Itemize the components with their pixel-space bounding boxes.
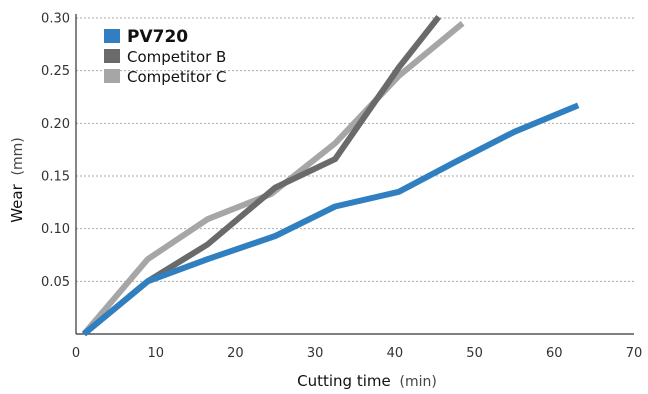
legend-swatch-pv720 [104, 29, 120, 43]
x-axis-label: Cutting time [297, 372, 391, 390]
y-tick-label: 0.05 [41, 275, 70, 290]
x-tick-label: 40 [387, 346, 404, 361]
y-tick-label: 0.25 [41, 64, 70, 79]
series-line-pv720 [82, 102, 580, 337]
legend-label-competitor-b: Competitor B [127, 48, 226, 66]
axes [75, 14, 634, 335]
x-tick-label: 70 [626, 346, 643, 361]
y-axis-unit: (mm) [10, 137, 26, 175]
x-tick-label: 50 [466, 346, 483, 361]
y-tick-label: 0.30 [41, 12, 70, 27]
legend-label-pv720: PV720 [127, 27, 188, 47]
tick-labels: 0.05 0.10 0.15 0.20 0.25 0.30 0 10 20 30 40 50 60 70 [41, 12, 642, 362]
legend-swatch-competitor-b [104, 49, 120, 63]
legend-label-competitor-c: Competitor C [127, 68, 227, 86]
x-tick-label: 0 [72, 346, 80, 361]
x-tick-label: 10 [147, 346, 164, 361]
x-axis-title: Cutting time (min) [297, 372, 437, 390]
legend-swatch-competitor-c [104, 69, 120, 83]
axis-titles: Cutting time (min) Wear (mm) [8, 137, 437, 390]
x-axis-unit: (min) [400, 374, 437, 390]
x-tick-label: 20 [227, 346, 244, 361]
y-axis-label: Wear [8, 183, 26, 222]
series-lines [81, 15, 580, 337]
x-tick-label: 60 [546, 346, 563, 361]
y-tick-label: 0.10 [41, 222, 70, 237]
y-tick-label: 0.20 [41, 117, 70, 132]
x-tick-label: 30 [307, 346, 324, 361]
y-axis-title: Wear (mm) [8, 137, 26, 223]
y-tick-label: 0.15 [41, 170, 70, 185]
